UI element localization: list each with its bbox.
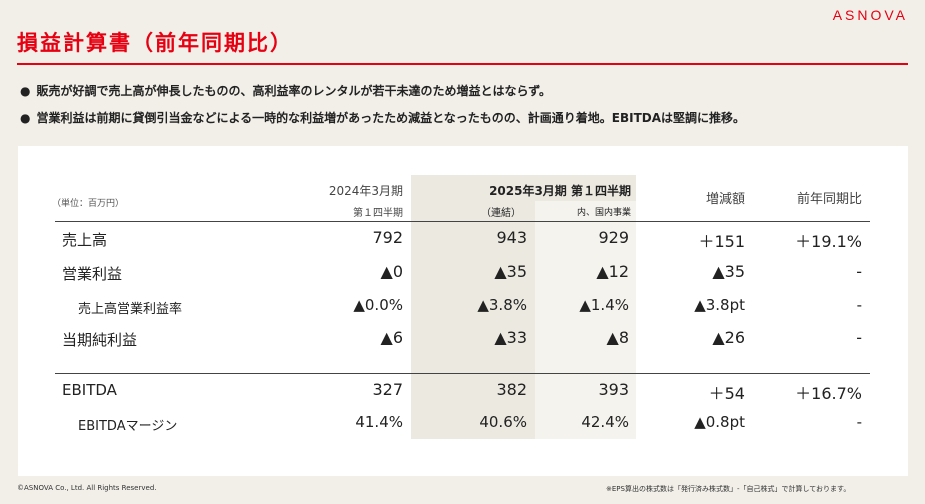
row-label: 営業利益 [62, 265, 123, 283]
header-divider [55, 221, 870, 222]
copyright: ©ASNOVA Co., Ltd. All Rights Reserved. [17, 484, 157, 492]
header-current-period: 2025年3月期 第１四半期 [489, 184, 631, 198]
header-consolidated: （連結） [481, 208, 521, 219]
eps-note: ※EPS算出の株式数は「発行済み株式数」-「自己株式」で計算しております。 [606, 485, 851, 493]
domestic-column-shade [535, 175, 636, 439]
header-diff: 増減額 [705, 192, 745, 207]
cell-domestic: 42.4% [581, 413, 629, 431]
current-period-header-shade [411, 175, 636, 201]
cell-consol: ▲3.8% [477, 296, 527, 314]
cell-prev: 41.4% [355, 413, 403, 431]
bullet-text: 営業利益は前期に貸倒引当金などによる一時的な利益増があったため減益となったものの… [36, 111, 746, 125]
cell-yoy: ＋19.1% [795, 232, 862, 251]
cell-prev: ▲0.0% [353, 296, 403, 314]
cell-diff: ▲35 [712, 262, 745, 281]
cell-consol: ▲35 [494, 262, 527, 281]
page-title: 損益計算書（前年同期比） [17, 31, 293, 55]
cell-yoy: - [856, 413, 862, 431]
cell-yoy: - [856, 328, 862, 347]
cell-prev: ▲0 [380, 262, 403, 281]
cell-domestic: ▲12 [596, 262, 629, 281]
bullet-2: ● 営業利益は前期に貸倒引当金などによる一時的な利益増があったため減益となったもの… [20, 111, 746, 125]
header-prev-year: 2024年3月期 [328, 184, 403, 198]
bullet-text: 販売が好調で売上高が伸長したものの、高利益率のレンタルが若干未達のため増益とはな… [36, 84, 552, 98]
row-label: 当期純利益 [62, 331, 138, 349]
brand-logo: ASNOVA [832, 7, 908, 23]
header-domestic: 内、国内事業 [576, 208, 631, 218]
cell-consol: 40.6% [479, 413, 527, 431]
cell-domestic: ▲1.4% [579, 296, 629, 314]
cell-domestic: ▲8 [606, 328, 629, 347]
cell-domestic: 929 [598, 228, 629, 247]
cell-diff: ＋151 [698, 232, 745, 251]
cell-prev: 327 [372, 380, 403, 399]
cell-yoy: ＋16.7% [795, 384, 862, 403]
cell-yoy: - [856, 296, 862, 314]
cell-diff: ▲26 [712, 328, 745, 347]
header-yoy: 前年同期比 [796, 192, 862, 207]
cell-consol: 943 [496, 228, 527, 247]
ebitda-divider [55, 373, 870, 374]
bullet-1: ● 販売が好調で売上高が伸長したものの、高利益率のレンタルが若干未達のため増益とは… [20, 84, 552, 98]
header-prev-quarter: 第１四半期 [353, 208, 403, 219]
cell-consol: 382 [496, 380, 527, 399]
cell-diff: ▲0.8pt [694, 413, 745, 431]
cell-diff: ▲3.8pt [694, 296, 745, 314]
cell-prev: ▲6 [380, 328, 403, 347]
consolidated-column-shade [411, 175, 535, 439]
cell-diff: ＋54 [708, 384, 745, 403]
row-label: 売上高 [62, 231, 108, 249]
row-label: EBITDA [62, 381, 117, 399]
unit-label: （単位：百万円） [52, 199, 125, 209]
cell-yoy: - [856, 262, 862, 281]
cell-prev: 792 [372, 228, 403, 247]
row-label: 売上高営業利益率 [78, 302, 183, 317]
cell-consol: ▲33 [494, 328, 527, 347]
row-label: EBITDAマージン [78, 419, 178, 434]
cell-domestic: 393 [598, 380, 629, 399]
title-divider [17, 63, 908, 65]
